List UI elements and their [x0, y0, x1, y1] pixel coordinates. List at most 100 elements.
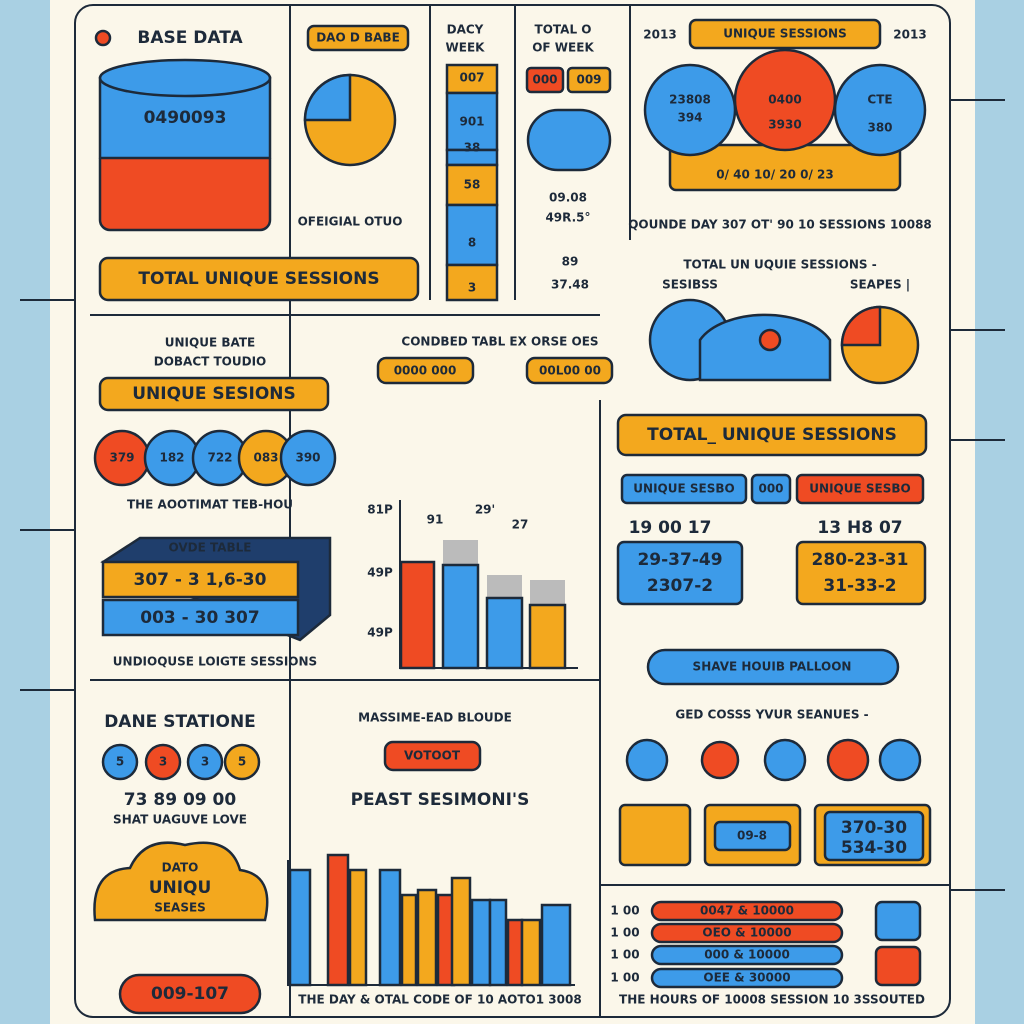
tag-label: DAO D BABE [316, 31, 400, 45]
row-bar-label: OEO & 10000 [702, 926, 791, 940]
stack-label: 007 [459, 71, 484, 85]
dot-label: 5 [238, 755, 246, 769]
bar-label: 0/ 40 10/ 20 0/ 23 [716, 168, 834, 182]
connector-lines [20, 5, 1005, 1017]
caption: OFEIGIAL OTUO [298, 215, 403, 229]
card-inner [823, 810, 925, 862]
circle-label: 23808 [669, 93, 711, 107]
circle-label: CTE [867, 93, 892, 107]
title: TOTAL_ UNIQUE SESSIONS [647, 425, 897, 445]
year: 2013 [893, 28, 926, 42]
tag [750, 473, 792, 505]
tag-label: UNIQUE SESBO [809, 482, 910, 496]
stack-segment [445, 203, 499, 267]
box-label: 280-23-31 [812, 550, 909, 570]
table-cell: 307 - 3 1,6-30 [134, 570, 267, 590]
button [525, 356, 614, 385]
cylinder-base [98, 148, 272, 232]
value: 89 [562, 255, 579, 269]
bar [485, 596, 524, 670]
numbers: 19 00 17 [629, 518, 712, 538]
tag-label: UNIQUE SESBO [633, 482, 734, 496]
pill-label: SHAVE HOUIB PALLOON [693, 660, 852, 674]
chart-label: 49P [367, 566, 393, 580]
table-row [101, 560, 300, 599]
button-label: UNIQUE SESIONS [132, 384, 296, 404]
stack-label: 3 [468, 281, 476, 295]
bar-cap [487, 575, 522, 598]
tag-label: 009 [576, 73, 601, 87]
card-label: 534-30 [841, 838, 907, 858]
button-label: 0000 000 [394, 364, 457, 378]
cloud [93, 841, 269, 922]
table-title: OVDE TABLE [168, 541, 251, 555]
label: SEAPES | [850, 278, 910, 292]
title: CONDBED TABL EX ORSE OES [401, 335, 598, 349]
stack-segment [445, 91, 499, 152]
caption: THE HOURS OF 10008 SESSION 10 3SSOUTED [619, 993, 925, 1007]
caption: QOUNDE DAY 307 OT' 90 10 SESSIONS 10088 [628, 218, 932, 232]
box-label: 2307-2 [647, 576, 713, 596]
bar-group [288, 853, 572, 987]
card-inner [713, 820, 792, 852]
button [376, 356, 475, 385]
circle [833, 63, 927, 157]
row-bar [650, 967, 844, 989]
table-row [101, 598, 300, 637]
cylinder-top [98, 58, 272, 98]
tag [306, 24, 410, 52]
box [795, 540, 927, 606]
chart-label: 49P [367, 626, 393, 640]
dot-label: 3 [159, 755, 167, 769]
value: 09.08 [549, 191, 587, 205]
row-bar [650, 900, 844, 922]
row-label: 1 00 [610, 971, 639, 985]
bar [470, 898, 492, 987]
box-label: 29-37-49 [637, 550, 722, 570]
box [616, 540, 744, 606]
title-line: OF WEEK [532, 41, 594, 55]
caption: UNDIOQUSE LOIGTE SESSIONS [113, 655, 317, 669]
title-line: DOBACT TOUDIO [154, 355, 267, 369]
chart-label: 27 [512, 518, 529, 532]
bar-cap [443, 540, 478, 565]
title-box [616, 413, 928, 457]
button-label: TOTAL UNIQUE SESSIONS [138, 269, 379, 289]
table-cell: 003 - 30 307 [140, 608, 259, 628]
title-line: DACY [447, 23, 484, 37]
stack-label: 58 [464, 178, 481, 192]
cloud-label: UNIQU [149, 878, 212, 898]
label: SESIBSS [662, 278, 718, 292]
dot-label: 5 [116, 755, 124, 769]
bar [441, 563, 480, 670]
row-label: 1 00 [610, 904, 639, 918]
subtitle: GED COSSS YVUR SEANUES - [675, 708, 868, 722]
button [98, 256, 420, 302]
title-line: UNIQUE BATE [165, 336, 255, 350]
card-label: 370-30 [841, 818, 907, 838]
card-label: 09-8 [737, 829, 767, 843]
year: 2013 [643, 28, 676, 42]
bar [506, 918, 524, 987]
circle-label: 182 [159, 451, 184, 465]
row-label: 1 00 [610, 948, 639, 962]
icon [625, 738, 669, 782]
icon [878, 738, 922, 782]
bar [528, 603, 567, 670]
row-bar-label: 0047 & 10000 [700, 904, 794, 918]
bar [400, 893, 418, 987]
tag-label: 000 [532, 73, 557, 87]
stack-label: 8 [468, 236, 476, 250]
row-bar-label: 000 & 10000 [704, 948, 790, 962]
dot-label: 3 [201, 755, 209, 769]
stack-label: 38 [464, 141, 481, 155]
circle-label: 394 [677, 111, 702, 125]
icon-box [874, 945, 922, 987]
bar [540, 903, 572, 987]
bar [416, 888, 438, 987]
circle [733, 48, 837, 152]
circle-label: 0400 [768, 93, 801, 107]
title-line: TOTAL O [535, 23, 592, 37]
